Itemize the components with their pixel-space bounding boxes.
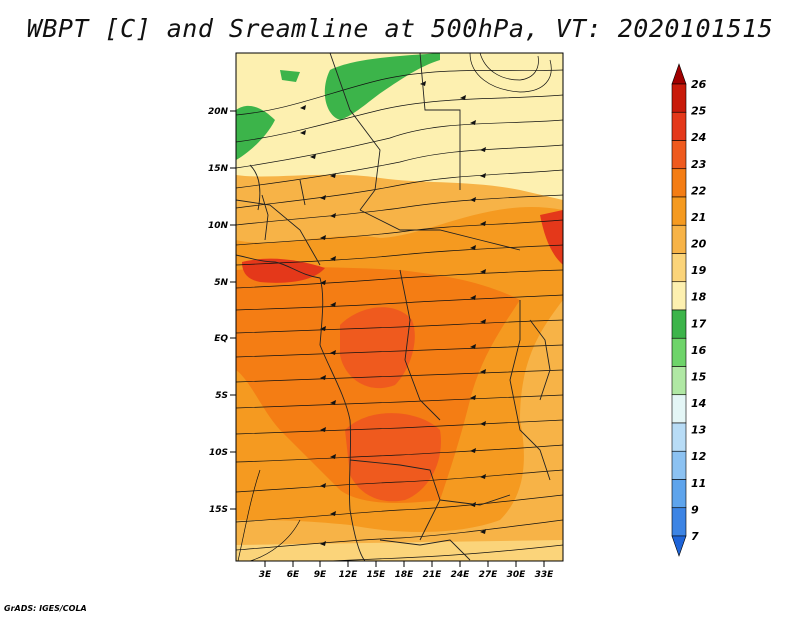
colorbar-swatch [671,281,687,311]
colorbar-label: 26 [691,78,707,91]
colorbar-label: 16 [691,344,707,357]
colorbar-swatch [671,337,687,367]
colorbar-label: 20 [691,238,707,251]
colorbar-swatch [671,535,687,557]
lon-label: 24E [451,570,471,580]
lat-label: 20N [208,107,229,117]
colorbar-label: 15 [691,370,707,383]
lat-label: 15N [208,164,229,174]
colorbar-label: 7 [691,530,699,543]
colorbar-label: 11 [691,477,706,490]
lon-label: 12E [339,570,359,580]
lon-axis [264,561,545,567]
colorbar-swatch [671,366,687,396]
colorbar-label: 25 [691,105,707,118]
lon-label: 15E [367,570,387,580]
colorbar-swatch [671,422,687,452]
lon-label: 9E [314,570,327,580]
colorbar-swatch [671,224,687,254]
lat-label: 5N [214,278,228,288]
colorbar-swatch [671,507,687,537]
lat-label: 5S [215,391,228,401]
colorbar-swatch [671,83,687,113]
lon-label: 27E [479,570,499,580]
colorbar-label: 9 [691,503,699,516]
colorbar-label: 17 [691,317,707,330]
colorbar-label: 21 [691,211,706,224]
lon-label: 6E [287,570,300,580]
colorbar-swatch [671,111,687,141]
lon-label: 33E [535,570,555,580]
chart-title: WBPT [C] and Sreamline at 500hPa, VT: 20… [26,14,774,43]
colorbar-label: 12 [691,450,707,463]
colorbar-label: 24 [691,131,706,144]
colorbar: 26 25 24 23 22 21 20 19 18 17 16 15 14 13 12 11 9 7 [671,63,707,557]
colorbar-swatch [671,394,687,424]
lat-axis [230,110,236,510]
colorbar-swatch [671,140,687,170]
colorbar-label: 23 [691,158,707,171]
colorbar-swatch [671,168,687,198]
colorbar-swatch [671,196,687,226]
lon-label: 30E [507,570,527,580]
country-borders [236,53,551,561]
lon-label: 21E [423,570,443,580]
colorbar-swatch [671,309,687,339]
lon-label: 18E [395,570,415,580]
colorbar-swatch [671,479,687,509]
map-plot [236,53,563,561]
colorbar-swatch [671,450,687,480]
credit-label: GrADS: IGES/COLA [4,604,87,613]
colorbar-label: 19 [691,264,707,277]
colorbar-label: 14 [691,397,706,410]
colorbar-label: 22 [691,184,707,197]
lon-label: 3E [259,570,272,580]
lat-label: 10N [208,221,229,231]
lat-label: 10S [209,448,228,458]
colorbar-swatch [671,63,687,85]
colorbar-label: 13 [691,424,707,437]
lat-label: 15S [209,505,228,515]
streamline-arrows [300,81,486,546]
streamlines [236,53,563,561]
lat-label: EQ [214,334,228,344]
colorbar-swatch [671,253,687,283]
colorbar-label: 18 [691,291,707,304]
map-frame [235,52,564,562]
